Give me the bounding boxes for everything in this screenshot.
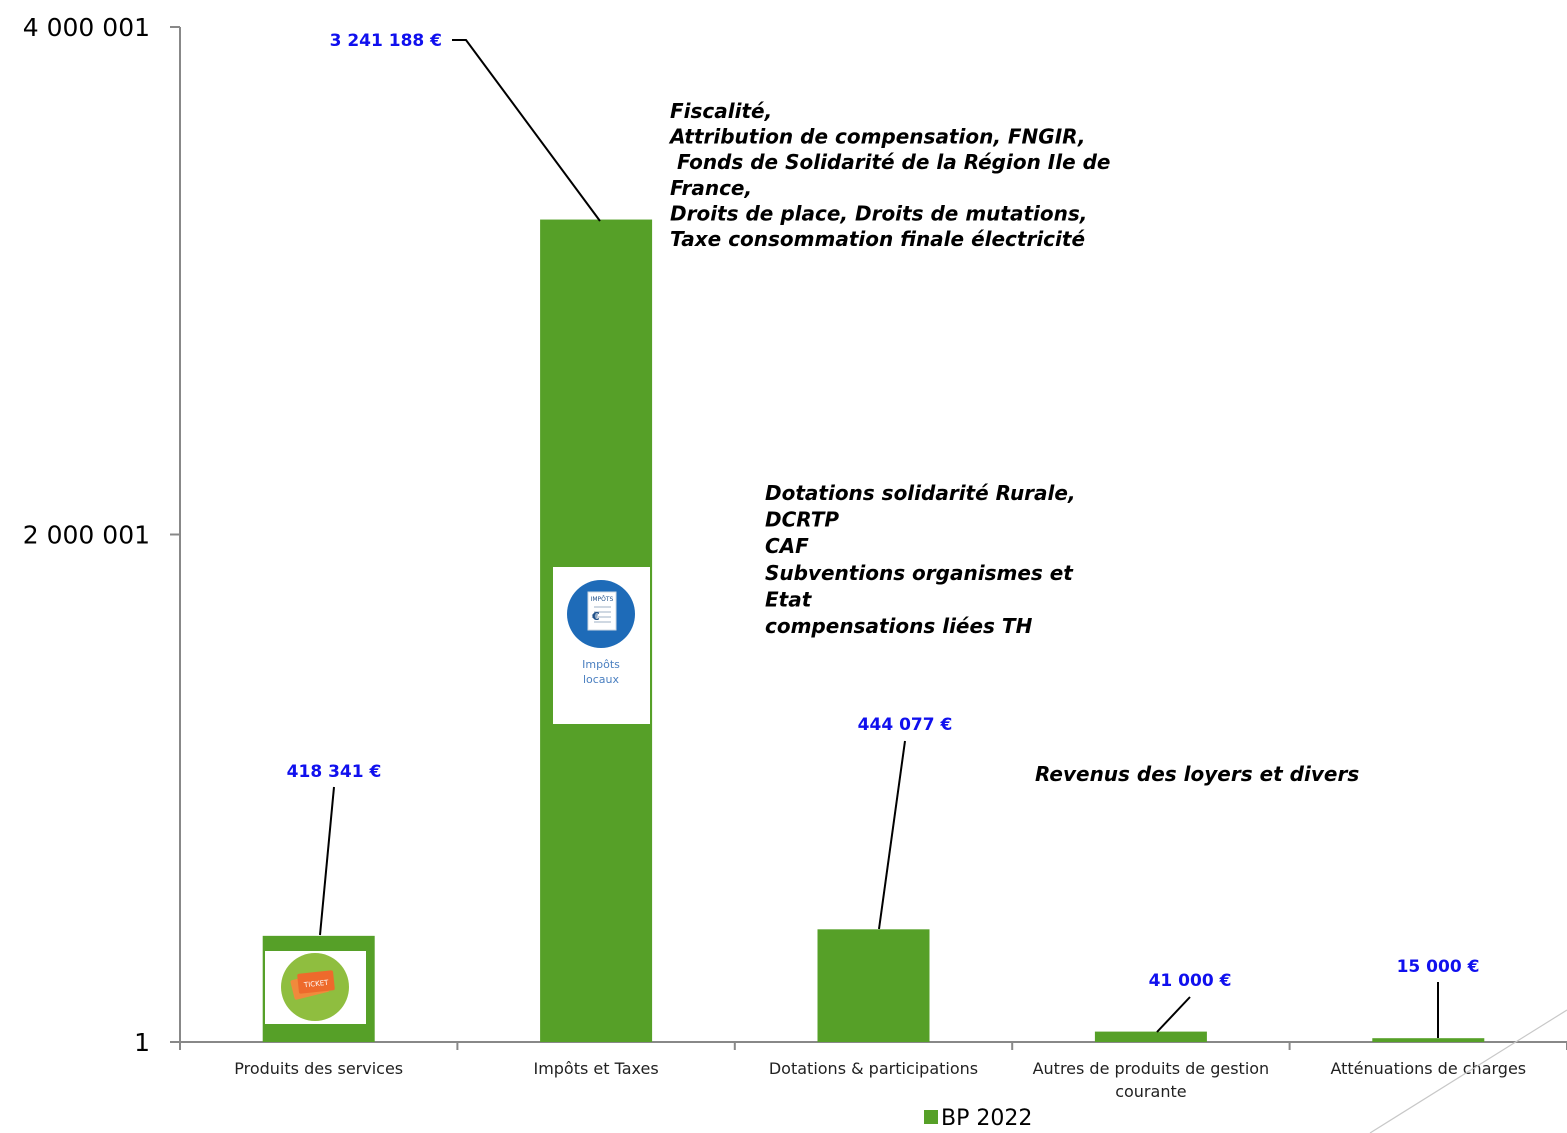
legend-swatch: [924, 1110, 938, 1124]
annotation-line: Subventions organismes et: [765, 561, 1074, 585]
y-tick-label: 2 000 001: [23, 521, 150, 550]
annotation-line: Dotations solidarité Rurale,: [765, 481, 1076, 505]
x-tick-label: Atténuations de charges: [1330, 1059, 1526, 1078]
decorative-corner-line: [1369, 1009, 1567, 1133]
y-tick-label: 4 000 001: [23, 13, 150, 42]
annotation-line: compensations liées TH: [765, 614, 1033, 638]
x-tick-label: Dotations & participations: [769, 1059, 978, 1078]
x-tick-label: Autres de produits de gestion: [1033, 1059, 1270, 1078]
bar: [817, 929, 930, 1042]
leader-line: [319, 786, 335, 936]
bar: [1094, 1031, 1207, 1042]
annotation-fiscalite: Fiscalité, Attribution de compensation, F…: [668, 99, 1111, 251]
legend-label: BP 2022: [941, 1106, 1032, 1131]
document-header-text: IMPÔTS: [591, 596, 614, 603]
data-label: 41 000 €: [1149, 971, 1232, 991]
y-tick-label: 1: [134, 1028, 150, 1057]
annotation-line: DCRTP: [765, 508, 839, 532]
document-shape: [587, 591, 617, 631]
data-label: 444 077 €: [858, 715, 953, 735]
euro-glyph: €: [591, 610, 600, 623]
annotation-line: France,: [670, 176, 752, 200]
annotation-line: CAF: [765, 534, 809, 558]
annotation-revenus: Revenus des loyers et divers: [1035, 762, 1359, 786]
annotation-line: Taxe consommation finale électricité: [670, 227, 1085, 251]
annotation-line: Fonds de Solidarité de la Région Ile de: [670, 150, 1111, 174]
icon-caption: locaux: [583, 673, 620, 686]
x-tick-label: courante: [1115, 1082, 1186, 1101]
annotation-line: Fiscalité,: [670, 99, 772, 123]
x-tick-label: Produits des services: [234, 1059, 403, 1078]
ticket-shape-front: [297, 970, 335, 994]
leader-line: [1156, 996, 1191, 1033]
leader-line: [878, 740, 906, 930]
bar: [1372, 1038, 1485, 1042]
data-label: 15 000 €: [1397, 957, 1480, 977]
annotation-line: Attribution de compensation, FNGIR,: [668, 125, 1086, 149]
annotation-line: Droits de place, Droits de mutations,: [670, 201, 1087, 225]
annotation-line: Revenus des loyers et divers: [1035, 762, 1359, 786]
ticket-icon: TICKET: [265, 951, 366, 1024]
annotation-line: Etat: [765, 587, 813, 611]
annotation-dotations: Dotations solidarité Rurale, DCRTP CAF Subv…: [765, 481, 1076, 638]
tax-document-icon: IMPÔTS € Impôts locaux: [553, 567, 650, 724]
x-tick-label: Impôts et Taxes: [533, 1059, 658, 1078]
leader-line: [452, 39, 601, 222]
icon-caption: Impôts: [582, 658, 620, 671]
ticket-text: TICKET: [303, 979, 330, 990]
data-label: 3 241 188 €: [330, 31, 442, 51]
data-label: 418 341 €: [287, 762, 382, 782]
